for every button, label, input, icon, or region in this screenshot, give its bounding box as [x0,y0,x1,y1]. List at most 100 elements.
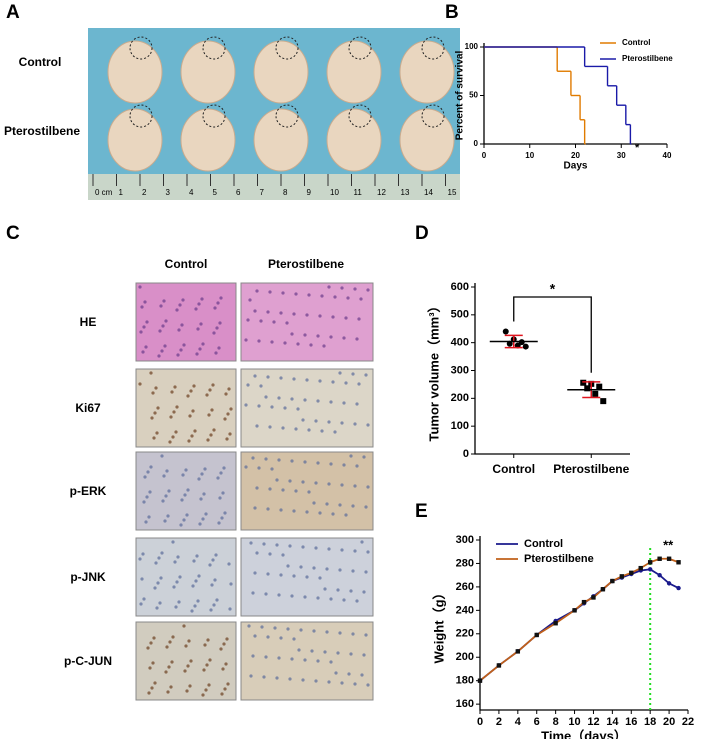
cell [299,565,303,569]
cell [161,324,165,328]
cell [331,512,335,516]
panel-letter: E [415,501,428,522]
ruler-label: 1 [119,188,124,197]
tumor-outline [275,36,299,60]
cell [175,308,179,312]
cell [201,517,205,521]
cell [141,552,145,556]
cell [251,654,255,658]
cell [151,391,155,395]
cell [362,590,366,594]
cell [303,595,307,599]
cell [167,489,171,493]
cell [318,379,322,383]
cell [349,652,353,656]
cell [305,575,309,579]
cell [157,354,161,358]
brain [107,40,163,104]
cell [196,599,200,603]
cell [355,599,359,603]
cell [323,650,327,654]
cell [154,561,158,565]
cell [279,508,283,512]
cell [357,382,361,386]
cell [342,598,346,602]
cell [153,411,157,415]
cell [351,632,355,636]
cell [264,395,268,399]
cell [170,390,174,394]
cell [357,317,361,321]
cell [186,664,190,668]
cell [279,636,283,640]
cell [188,684,192,688]
data-point [502,328,509,335]
ruler-label: 12 [377,188,386,197]
cell [366,550,370,554]
cell [148,666,152,670]
cell [331,315,335,319]
cell [253,506,257,510]
cell [158,329,162,333]
y-tick-label: 220 [456,628,474,640]
x-tick-label: 18 [644,716,656,728]
y-tick-label: 200 [456,651,474,663]
cell [294,292,298,296]
cell [268,290,272,294]
cell [160,454,164,458]
cell [217,346,221,350]
data-point [676,585,681,591]
cell [297,648,301,652]
cell [318,576,322,580]
cell [170,660,174,664]
data-point [592,390,599,397]
cell [338,631,342,635]
cell [210,408,214,412]
cell [303,460,307,464]
cell [229,582,233,586]
cell [333,295,337,299]
tumor-outline [275,104,299,128]
cell [247,624,251,628]
cell [340,286,344,290]
cell [323,587,327,591]
cell [307,293,311,297]
cell [290,332,294,336]
cell [165,645,169,649]
cell [286,564,290,568]
column-label: Control [165,257,208,271]
cell [253,309,257,313]
cell [167,665,171,669]
cell [329,660,333,664]
cell [349,454,353,458]
cell [160,551,164,555]
cell [164,319,168,323]
cell [277,396,281,400]
cell [150,686,154,690]
cell [224,392,228,396]
tumor-outline [202,36,226,60]
cell [314,419,318,423]
cell [248,298,252,302]
cell [226,412,230,416]
cell [362,653,366,657]
cell [312,629,316,633]
cell [246,383,250,387]
data-point [647,567,653,572]
cell [253,634,257,638]
micrograph [135,368,237,448]
cell [143,300,147,304]
tumor-outline [421,104,445,128]
cell [156,581,160,585]
tumor-outline [348,36,372,60]
cell [336,588,340,592]
legend-label: Pterostilbene [622,54,673,63]
cell [285,321,289,325]
cell [217,521,221,525]
data-point [515,649,521,654]
brain [399,40,455,104]
legend-label: Control [622,38,650,47]
cell [181,473,185,477]
cell [220,516,224,520]
